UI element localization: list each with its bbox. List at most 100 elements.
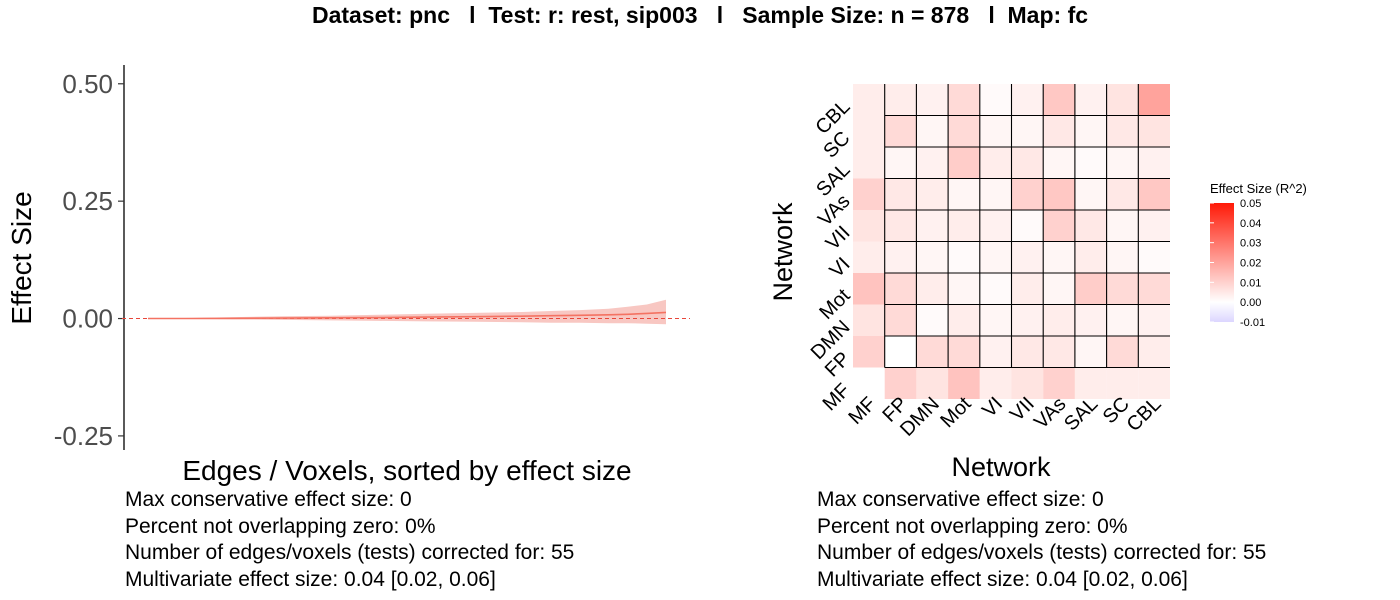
heatmap-cell xyxy=(1043,147,1075,179)
legend-tick-label: 0.05 xyxy=(1240,198,1261,210)
heatmap-cell xyxy=(853,304,885,336)
heatmap-cell xyxy=(916,304,949,336)
heatmap-cell xyxy=(1074,336,1107,368)
legend-title: Effect Size (R^2) xyxy=(1210,181,1307,196)
legend-tick-label: 0.00 xyxy=(1240,297,1261,309)
y-tick-label: CBL xyxy=(811,96,854,139)
y-tick-label: 0.00 xyxy=(62,304,113,334)
heatmap-cell xyxy=(1106,304,1139,336)
heatmap-cell xyxy=(1138,178,1170,210)
y-tick-label: VI xyxy=(826,253,855,282)
heatmap-cell xyxy=(916,147,949,179)
heatmap-cell xyxy=(884,241,917,273)
heatmap-cell xyxy=(1043,84,1075,116)
heatmap-cell xyxy=(1043,178,1075,210)
heatmap-cell xyxy=(1011,367,1044,399)
legend-tick-label: 0.03 xyxy=(1240,238,1261,250)
heatmap-cell xyxy=(948,84,980,116)
legend-tick-label: -0.01 xyxy=(1240,317,1265,329)
heatmap-cell xyxy=(916,336,949,368)
heatmap-cell xyxy=(1106,147,1139,179)
heatmap-cell xyxy=(916,178,949,210)
heatmap-cell xyxy=(1074,84,1107,116)
stat-tests-corrected: Number of edges/voxels (tests) corrected… xyxy=(125,541,575,564)
heatmap-cell xyxy=(1074,273,1107,305)
x-axis-label: Network xyxy=(951,452,1051,482)
heatmap-cell xyxy=(1011,336,1044,368)
y-tick-label: 0.25 xyxy=(62,186,113,216)
y-tick-label: Mot xyxy=(815,284,854,323)
heatmap-cell xyxy=(1074,304,1107,336)
heatmap-cell xyxy=(884,367,917,399)
heatmap-cell xyxy=(884,115,917,147)
y-tick-label: 0.50 xyxy=(62,69,113,99)
heatmap-cell xyxy=(1074,241,1107,273)
y-tick-label: SAL xyxy=(812,159,854,201)
estimate-line xyxy=(148,311,667,320)
effect-size-legend: Effect Size (R^2) 0.05 0.04 0.03 0.02 0.01 0.0… xyxy=(1210,181,1307,329)
heatmap-cell xyxy=(853,210,885,242)
heatmap-cell xyxy=(979,273,1012,305)
heatmap-cell xyxy=(1138,115,1170,147)
heatmap-cell xyxy=(1138,210,1170,242)
heatmap-cell xyxy=(1138,241,1170,273)
heatmap-cell xyxy=(1011,84,1044,116)
heatmap-cell xyxy=(884,304,917,336)
heatmap-cell xyxy=(1043,210,1075,242)
heatmap-cell xyxy=(1043,241,1075,273)
heatmap-cell xyxy=(1106,84,1139,116)
heatmap-cell xyxy=(1011,241,1044,273)
heatmap-cell xyxy=(948,178,980,210)
heatmap-cell xyxy=(884,84,917,116)
stat-multivariate: Multivariate effect size: 0.04 [0.02, 0.… xyxy=(817,567,1188,591)
stat-percent-overlap: Percent not overlapping zero: 0% xyxy=(817,514,1128,538)
y-axis-label: Network xyxy=(768,202,798,302)
heatmap-cell xyxy=(948,115,980,147)
heatmap-cell xyxy=(1074,147,1107,179)
heatmap-cell xyxy=(916,273,949,305)
heatmap-cell xyxy=(884,147,917,179)
heatmap-cell xyxy=(1106,336,1139,368)
heatmap-cell xyxy=(1106,241,1139,273)
heatmap-cell xyxy=(948,273,980,305)
heatmap-cell xyxy=(1106,178,1139,210)
heatmap-cell xyxy=(948,336,980,368)
heatmap-cell xyxy=(853,115,885,147)
y-tick-label: VAs xyxy=(814,190,854,230)
legend-tick-label: 0.01 xyxy=(1240,277,1261,289)
y-axis-label: Effect Size xyxy=(6,191,37,324)
stat-percent-overlap: Percent not overlapping zero: 0% xyxy=(125,514,436,538)
heatmap-cell xyxy=(948,241,980,273)
heatmap-cell xyxy=(1043,304,1075,336)
heatmap-cell xyxy=(1043,336,1075,368)
x-tick-label: CBL xyxy=(1123,393,1166,436)
x-axis-label: Edges / Voxels, sorted by effect size xyxy=(182,455,631,486)
heatmap-cell xyxy=(979,210,1012,242)
heatmap-cell xyxy=(948,147,980,179)
heatmap-cell xyxy=(948,304,980,336)
heatmap-cell xyxy=(1011,304,1044,336)
heatmap-cell xyxy=(1074,115,1107,147)
heatmap-cell xyxy=(1138,84,1170,116)
heatmap-cell xyxy=(884,210,917,242)
heatmap-cell xyxy=(1011,147,1044,179)
heatmap-cell xyxy=(948,210,980,242)
heatmap-cell xyxy=(884,178,917,210)
figure-title: Dataset: pnc l Test: r: rest, sip003 l S… xyxy=(311,2,1089,28)
effect-size-area-chart: 0.50 0.25 0.00 -0.25 Edges / Voxels, sorted … xyxy=(6,65,690,486)
x-tick-label: VAs xyxy=(1030,393,1070,433)
heatmap-cell xyxy=(1138,367,1170,399)
heatmap-cell xyxy=(916,367,949,399)
heatmap-cell xyxy=(853,336,885,368)
heatmap-cell xyxy=(853,147,885,179)
heatmap-cell xyxy=(916,241,949,273)
heatmap-cell xyxy=(948,367,980,399)
y-tick-label: -0.25 xyxy=(54,421,113,451)
heatmap-cell xyxy=(979,178,1012,210)
heatmap-cell xyxy=(979,147,1012,179)
heatmap-cell xyxy=(1138,304,1170,336)
heatmap-cell xyxy=(1074,367,1107,399)
stat-max-conservative: Max conservative effect size: 0 xyxy=(817,488,1104,511)
heatmap-cell xyxy=(916,115,949,147)
